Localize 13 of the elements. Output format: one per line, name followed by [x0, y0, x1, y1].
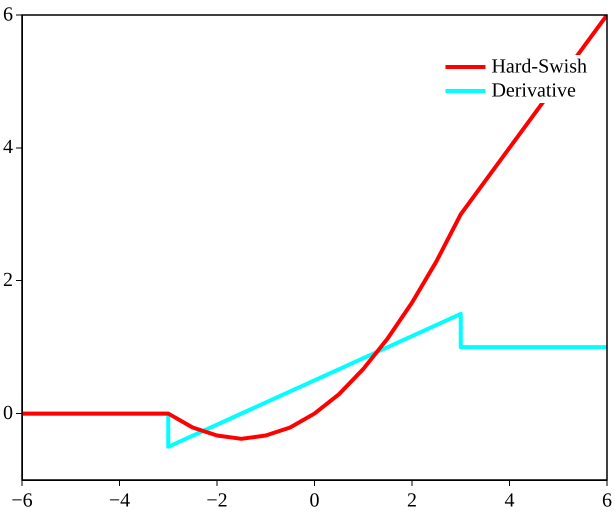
x-tick-label: −4 [108, 489, 130, 512]
legend-label: Derivative [491, 79, 576, 102]
x-tick-label: 4 [504, 489, 514, 512]
y-tick-label: 6 [3, 3, 13, 26]
y-tick-label: 2 [3, 268, 13, 291]
x-tick-label: 0 [310, 489, 320, 512]
x-tick-label: −2 [206, 489, 228, 512]
legend-label: Hard-Swish [491, 55, 587, 78]
x-tick-label: 2 [407, 489, 417, 512]
y-tick-label: 4 [3, 136, 13, 158]
x-tick-label: −6 [11, 489, 33, 512]
x-tick-label: 6 [602, 489, 612, 512]
y-tick-label: 0 [3, 402, 13, 424]
